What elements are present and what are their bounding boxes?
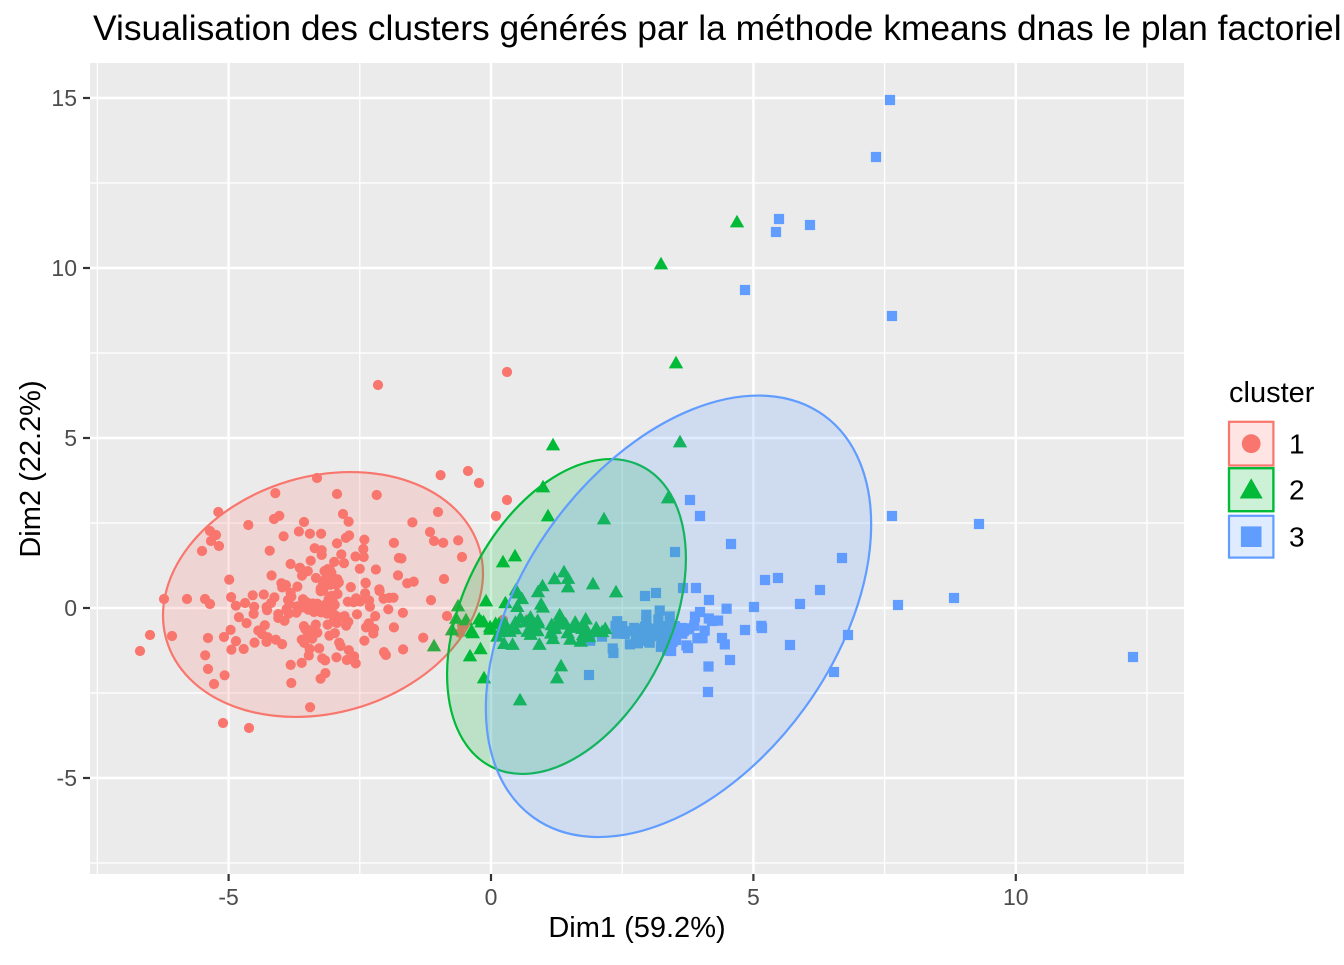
svg-text:10: 10	[1003, 884, 1029, 910]
svg-text:2: 2	[1289, 475, 1305, 506]
svg-text:-5: -5	[57, 765, 77, 791]
svg-text:Visualisation des clusters gén: Visualisation des clusters générés par l…	[93, 8, 1342, 48]
svg-text:5: 5	[64, 425, 77, 451]
svg-text:5: 5	[747, 884, 760, 910]
svg-text:3: 3	[1289, 522, 1305, 553]
svg-text:0: 0	[485, 884, 498, 910]
svg-text:10: 10	[51, 255, 77, 281]
svg-text:0: 0	[64, 595, 77, 621]
svg-text:Dim2 (22.2%): Dim2 (22.2%)	[15, 380, 47, 557]
svg-text:-5: -5	[218, 884, 238, 910]
svg-text:1: 1	[1289, 429, 1305, 460]
svg-text:cluster: cluster	[1229, 377, 1315, 409]
svg-text:Dim1 (59.2%): Dim1 (59.2%)	[548, 912, 725, 944]
svg-text:15: 15	[51, 85, 77, 111]
